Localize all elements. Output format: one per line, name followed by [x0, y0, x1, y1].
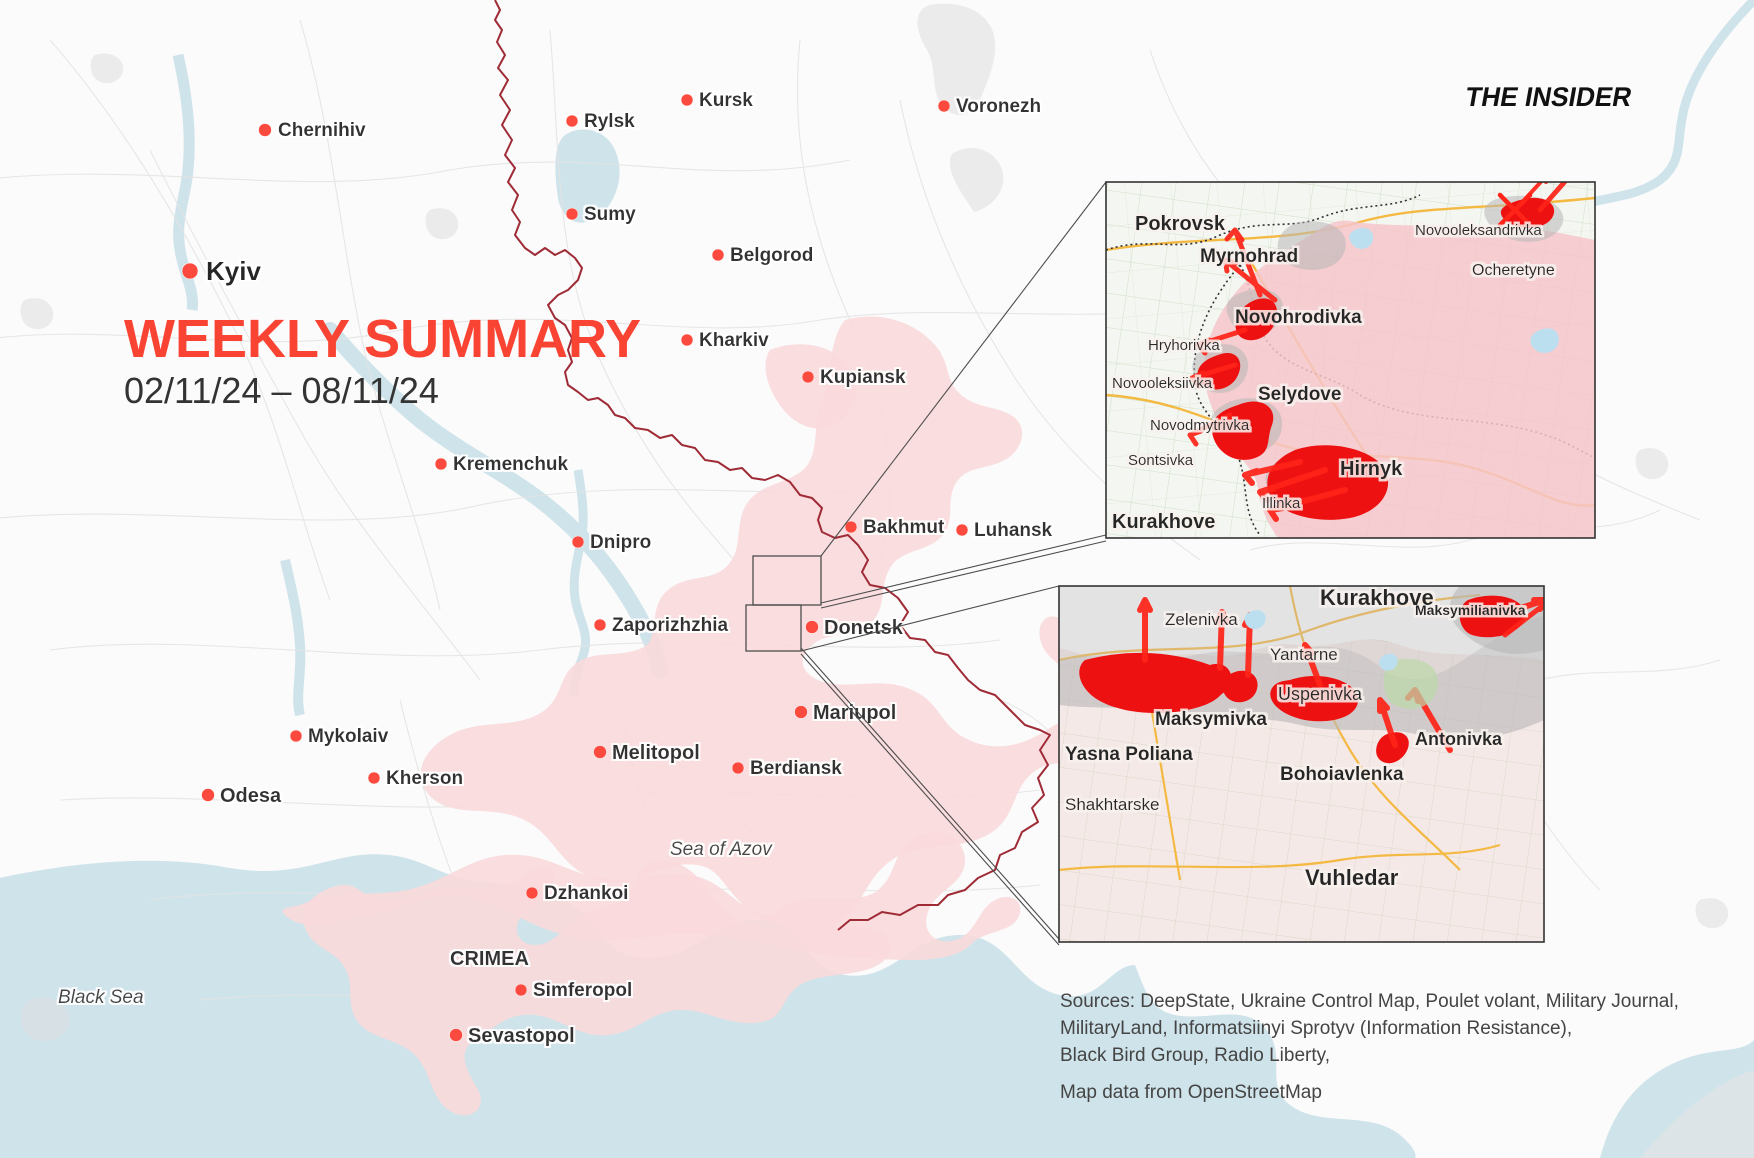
svg-text:Dnipro: Dnipro — [590, 532, 651, 553]
svg-text:Yantarne: Yantarne — [1270, 645, 1338, 664]
svg-text:Hirnyk: Hirnyk — [1340, 458, 1403, 480]
svg-text:Yasna Poliana: Yasna Poliana — [1065, 744, 1193, 765]
svg-text:Uspenivka: Uspenivka — [1278, 684, 1363, 704]
svg-text:Myrnohrad: Myrnohrad — [1200, 246, 1298, 267]
svg-text:Shakhtarske: Shakhtarske — [1065, 795, 1160, 814]
svg-text:Illinka: Illinka — [1262, 495, 1301, 512]
svg-text:Kherson: Kherson — [386, 768, 463, 789]
svg-text:Novooleksandrivka: Novooleksandrivka — [1415, 222, 1542, 239]
svg-text:Bakhmut: Bakhmut — [863, 517, 945, 538]
svg-text:Zaporizhzhia: Zaporizhzhia — [612, 615, 729, 636]
svg-text:Zelenivka: Zelenivka — [1165, 610, 1238, 629]
svg-text:Sontsivka: Sontsivka — [1128, 452, 1194, 469]
svg-text:Kupiansk: Kupiansk — [820, 367, 906, 388]
svg-text:Luhansk: Luhansk — [974, 520, 1053, 541]
svg-text:Kurakhove: Kurakhove — [1112, 511, 1215, 533]
svg-text:Vuhledar: Vuhledar — [1305, 865, 1399, 890]
svg-text:Mykolaiv: Mykolaiv — [308, 726, 389, 747]
svg-text:Maksymivka: Maksymivka — [1155, 709, 1267, 730]
svg-text:Sumy: Sumy — [584, 204, 636, 225]
svg-text:Sea of Azov: Sea of Azov — [670, 839, 773, 860]
svg-text:Melitopol: Melitopol — [612, 742, 700, 764]
svg-text:Black Sea: Black Sea — [58, 987, 144, 1008]
svg-text:Chernihiv: Chernihiv — [278, 120, 366, 141]
svg-text:Bohoiavlenka: Bohoiavlenka — [1280, 764, 1404, 785]
svg-text:Kursk: Kursk — [699, 90, 753, 111]
svg-text:Kremenchuk: Kremenchuk — [453, 454, 569, 475]
svg-text:Voronezh: Voronezh — [956, 96, 1041, 117]
svg-text:Novohrodivka: Novohrodivka — [1235, 307, 1362, 328]
svg-text:Hryhorivka: Hryhorivka — [1148, 337, 1220, 354]
svg-text:Belgorod: Belgorod — [730, 245, 813, 266]
svg-text:Berdiansk: Berdiansk — [750, 758, 842, 779]
svg-text:Rylsk: Rylsk — [584, 111, 635, 132]
svg-text:Pokrovsk: Pokrovsk — [1135, 213, 1226, 235]
svg-text:Maksymilianivka: Maksymilianivka — [1415, 602, 1526, 618]
svg-text:Novooleksiivka: Novooleksiivka — [1112, 375, 1213, 392]
svg-text:Kyiv: Kyiv — [206, 256, 261, 286]
svg-text:Kharkiv: Kharkiv — [699, 330, 769, 351]
svg-text:Dzhankoi: Dzhankoi — [544, 883, 628, 904]
svg-text:CRIMEA: CRIMEA — [450, 948, 529, 970]
svg-text:Novodmytrivka: Novodmytrivka — [1150, 417, 1250, 434]
svg-text:Antonivka: Antonivka — [1415, 729, 1503, 749]
svg-text:Mariupol: Mariupol — [813, 702, 896, 724]
svg-text:Sevastopol: Sevastopol — [468, 1025, 575, 1047]
svg-text:Selydove: Selydove — [1258, 384, 1341, 405]
svg-text:Odesa: Odesa — [220, 785, 282, 807]
svg-text:Ocheretyne: Ocheretyne — [1472, 262, 1555, 279]
svg-text:Simferopol: Simferopol — [533, 980, 632, 1001]
